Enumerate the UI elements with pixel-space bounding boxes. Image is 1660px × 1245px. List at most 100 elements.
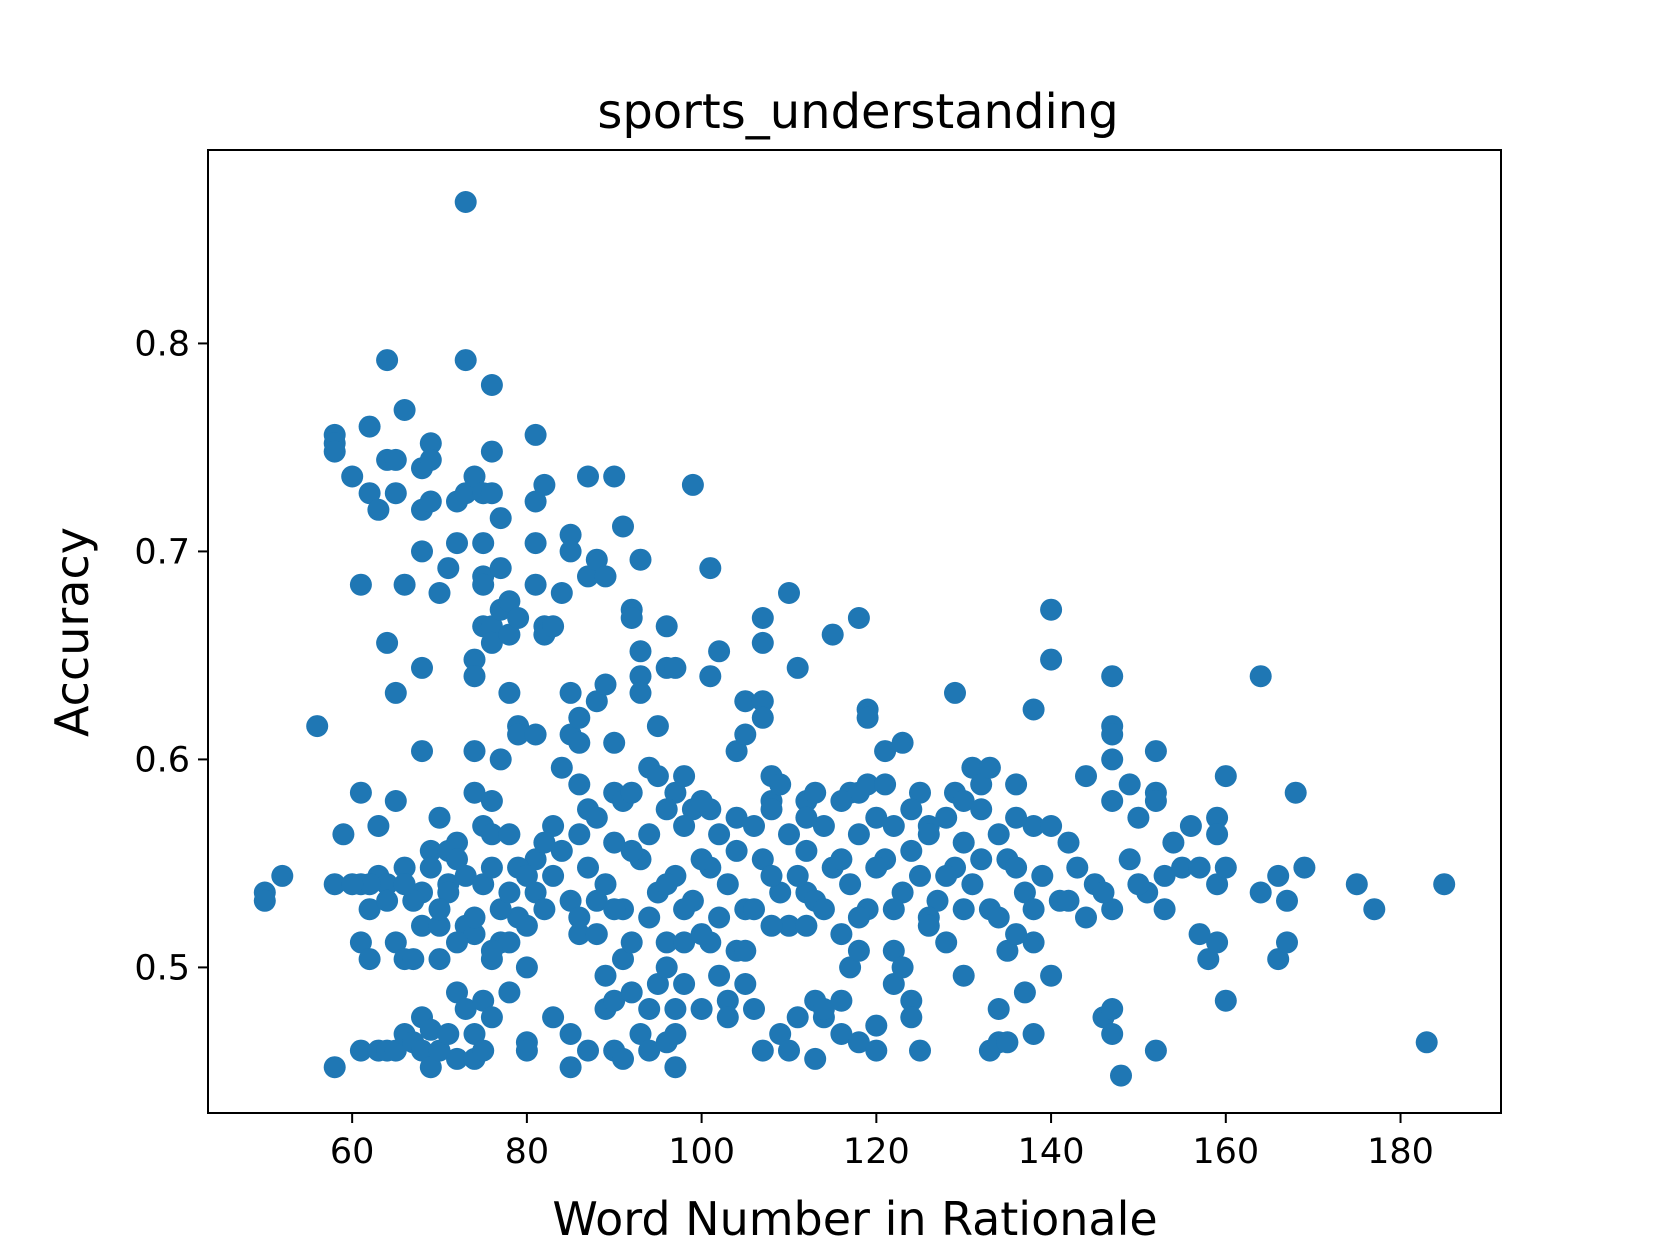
data-point: [585, 889, 608, 912]
data-point: [1345, 873, 1368, 896]
data-point: [515, 864, 538, 887]
data-point: [306, 715, 329, 738]
data-point: [1005, 806, 1028, 829]
data-point: [437, 881, 460, 904]
data-point: [778, 914, 800, 937]
data-point: [830, 923, 853, 946]
data-point: [1267, 864, 1290, 887]
data-point: [1013, 881, 1036, 904]
data-point: [1171, 856, 1194, 879]
data-point: [1013, 981, 1036, 1004]
data-point: [620, 931, 643, 954]
data-point: [856, 706, 879, 729]
data-point: [830, 848, 853, 871]
data-point: [480, 856, 503, 879]
data-point: [1101, 790, 1124, 812]
data-point: [568, 923, 591, 946]
data-point: [725, 740, 748, 763]
data-point: [1075, 906, 1097, 929]
data-point: [341, 465, 364, 488]
data-point: [446, 1047, 468, 1070]
data-point: [594, 964, 617, 987]
data-point: [542, 615, 565, 638]
data-point: [882, 898, 905, 921]
data-point: [323, 440, 346, 463]
data-point: [690, 790, 713, 812]
data-point: [376, 631, 399, 654]
data-point: [533, 473, 556, 496]
data-point: [1110, 1064, 1132, 1087]
data-point: [577, 565, 599, 588]
data-point: [638, 906, 661, 929]
data-point: [1433, 873, 1456, 896]
data-point: [384, 482, 407, 505]
data-point: [585, 548, 608, 571]
data-point: [716, 873, 739, 896]
data-point: [498, 881, 521, 904]
data-point: [1022, 698, 1045, 721]
data-point: [515, 956, 538, 979]
data-point: [463, 1023, 486, 1045]
data-point: [437, 1023, 460, 1045]
data-point: [472, 532, 495, 555]
data-point: [480, 631, 503, 654]
data-point: [996, 939, 1019, 962]
data-point: [568, 773, 591, 796]
data-point: [419, 432, 442, 455]
data-point: [568, 823, 591, 846]
data-point: [681, 473, 704, 496]
data-point: [550, 756, 573, 779]
data-point: [472, 1039, 495, 1062]
data-point: [1005, 923, 1028, 946]
data-point: [384, 448, 407, 471]
data-point: [1022, 815, 1045, 837]
data-point: [708, 964, 731, 987]
data-point: [349, 931, 372, 954]
chart-title: sports_understanding: [597, 84, 1118, 140]
data-point: [524, 490, 547, 513]
data-point: [498, 981, 521, 1004]
data-point: [900, 989, 923, 1012]
data-point: [874, 740, 897, 763]
data-point: [620, 839, 643, 862]
data-point: [1144, 1039, 1167, 1062]
data-point: [1101, 748, 1124, 771]
data-point: [524, 423, 547, 446]
data-point: [1022, 1023, 1045, 1045]
data-point: [856, 773, 879, 796]
data-point: [428, 898, 451, 921]
data-point: [1153, 898, 1176, 921]
data-point: [376, 349, 399, 372]
data-point: [664, 781, 687, 804]
data-point: [1363, 898, 1386, 921]
data-point: [708, 906, 731, 929]
data-point: [393, 399, 416, 421]
data-point: [358, 482, 381, 505]
data-point: [1153, 864, 1176, 887]
data-point: [358, 873, 381, 896]
data-point: [559, 889, 582, 912]
data-point: [1415, 1031, 1438, 1054]
data-point: [734, 973, 757, 995]
data-point: [847, 939, 870, 962]
y-axis-label: Accuracy: [45, 527, 99, 737]
data-point: [664, 1023, 687, 1045]
data-point: [419, 448, 442, 471]
data-point: [970, 798, 993, 821]
data-point: [1040, 648, 1063, 671]
data-point: [419, 856, 442, 879]
data-point: [393, 873, 416, 896]
data-point: [778, 823, 800, 846]
data-point: [1144, 740, 1167, 763]
data-point: [638, 998, 661, 1020]
data-point: [507, 723, 530, 746]
data-point: [1040, 815, 1063, 837]
data-point: [786, 864, 809, 887]
data-point: [603, 898, 626, 921]
data-point: [952, 898, 975, 921]
data-point: [524, 881, 547, 904]
data-point: [454, 864, 477, 887]
data-point: [620, 607, 643, 629]
data-point: [559, 540, 582, 563]
data-point: [515, 914, 538, 937]
